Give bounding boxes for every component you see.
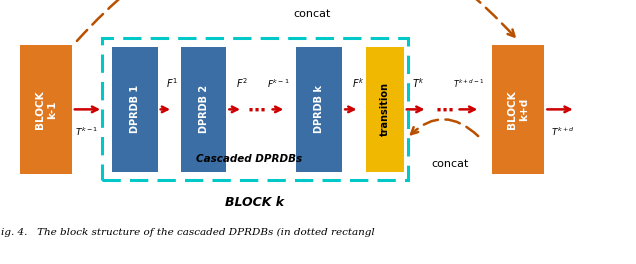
Text: $T^{k-1}$: $T^{k-1}$ <box>74 126 98 138</box>
Text: DPRDB 2: DPRDB 2 <box>198 85 209 133</box>
Text: $F^2$: $F^2$ <box>236 77 247 90</box>
FancyBboxPatch shape <box>366 47 404 172</box>
Text: $T^k$: $T^k$ <box>412 77 425 90</box>
Text: BLOCK
k+d: BLOCK k+d <box>507 90 530 129</box>
Text: $F^{k-1}$: $F^{k-1}$ <box>266 78 289 90</box>
FancyBboxPatch shape <box>181 47 226 172</box>
Text: $T^{k+d}$: $T^{k+d}$ <box>551 126 575 138</box>
Text: $\mathbf{\cdots}$: $\mathbf{\cdots}$ <box>247 100 266 118</box>
FancyBboxPatch shape <box>492 45 544 174</box>
FancyBboxPatch shape <box>20 45 72 174</box>
Text: concat: concat <box>293 8 330 18</box>
Text: ig. 4.   The block structure of the cascaded DPRDBs (in dotted rectangl: ig. 4. The block structure of the cascad… <box>1 228 375 237</box>
Text: BLOCK k: BLOCK k <box>226 196 284 209</box>
Text: $F^1$: $F^1$ <box>167 77 178 90</box>
Text: BLOCK
k-1: BLOCK k-1 <box>34 90 57 129</box>
Text: transition: transition <box>380 82 390 136</box>
Text: $T^{k+d-1}$: $T^{k+d-1}$ <box>453 78 485 90</box>
FancyBboxPatch shape <box>296 47 342 172</box>
FancyBboxPatch shape <box>112 47 158 172</box>
Text: Cascaded DPRDBs: Cascaded DPRDBs <box>196 154 301 164</box>
Text: DPRDB k: DPRDB k <box>314 85 324 133</box>
Text: concat: concat <box>432 159 469 169</box>
Text: DPRDB 1: DPRDB 1 <box>130 85 140 133</box>
Text: $F^k$: $F^k$ <box>352 77 365 90</box>
Text: $\mathbf{\cdots}$: $\mathbf{\cdots}$ <box>434 100 453 118</box>
